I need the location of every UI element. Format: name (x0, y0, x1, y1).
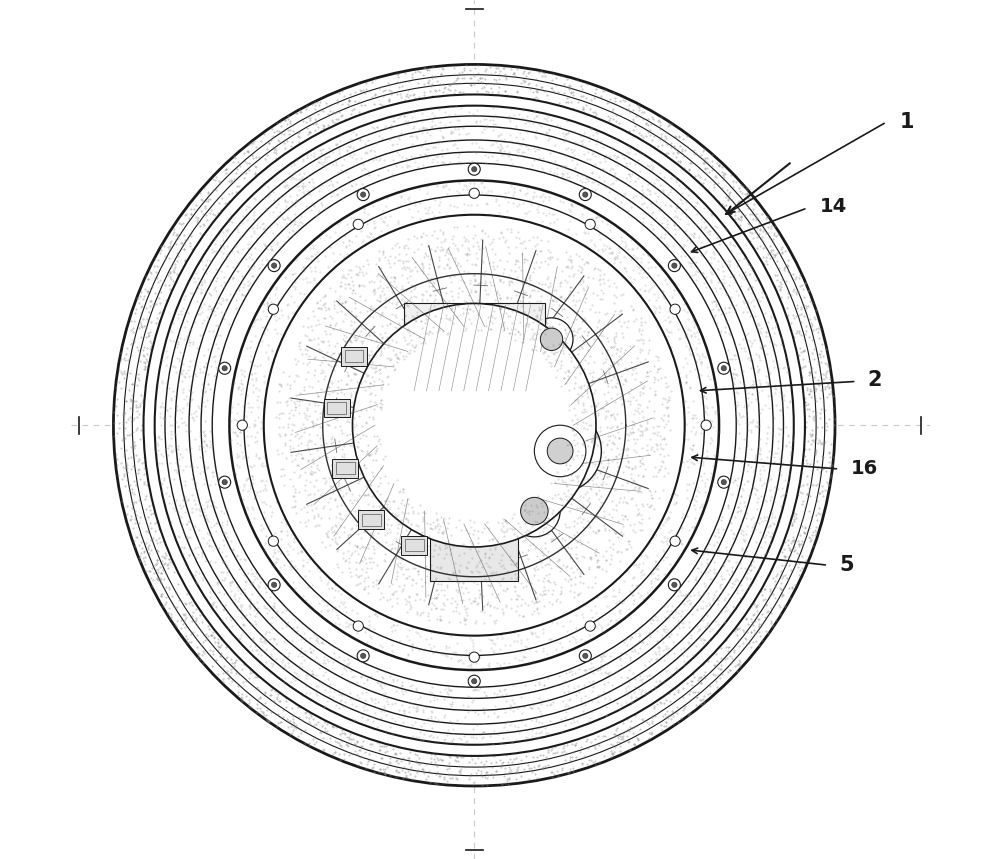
Circle shape (521, 497, 548, 525)
Circle shape (718, 476, 730, 488)
Circle shape (357, 649, 369, 661)
Circle shape (229, 180, 719, 670)
Circle shape (472, 167, 477, 172)
Circle shape (189, 140, 759, 710)
Circle shape (579, 189, 591, 201)
Circle shape (540, 328, 563, 350)
FancyBboxPatch shape (401, 536, 427, 555)
Circle shape (268, 579, 280, 591)
Circle shape (509, 485, 560, 537)
Text: 2: 2 (868, 369, 882, 390)
Circle shape (718, 362, 730, 375)
Circle shape (201, 152, 747, 698)
Text: 1: 1 (899, 112, 914, 132)
Circle shape (144, 94, 805, 756)
FancyBboxPatch shape (430, 536, 518, 581)
Circle shape (472, 679, 477, 684)
Circle shape (585, 219, 595, 229)
Text: 14: 14 (820, 197, 847, 216)
Circle shape (175, 126, 773, 724)
Circle shape (721, 366, 726, 371)
Circle shape (579, 649, 591, 661)
Circle shape (670, 536, 680, 546)
Circle shape (445, 396, 504, 454)
Circle shape (668, 259, 680, 271)
Circle shape (237, 420, 247, 430)
Circle shape (468, 163, 480, 175)
Circle shape (469, 652, 479, 662)
Circle shape (222, 366, 227, 371)
Circle shape (357, 189, 369, 201)
Circle shape (384, 335, 564, 515)
Circle shape (268, 259, 280, 271)
Circle shape (468, 675, 480, 687)
Circle shape (264, 215, 685, 636)
Circle shape (530, 318, 573, 361)
Circle shape (268, 304, 278, 314)
Circle shape (155, 106, 794, 745)
Circle shape (271, 582, 277, 588)
Circle shape (547, 438, 573, 464)
Circle shape (583, 192, 588, 198)
Circle shape (534, 425, 586, 477)
Circle shape (212, 163, 736, 687)
Circle shape (268, 536, 278, 546)
Circle shape (583, 653, 588, 659)
Circle shape (271, 263, 277, 268)
Circle shape (519, 410, 601, 492)
Circle shape (721, 479, 726, 484)
FancyBboxPatch shape (332, 459, 358, 478)
Circle shape (672, 582, 677, 588)
FancyBboxPatch shape (324, 399, 350, 417)
Text: 16: 16 (850, 459, 878, 478)
Circle shape (672, 263, 677, 268)
Circle shape (353, 219, 363, 229)
Circle shape (585, 621, 595, 631)
Text: 5: 5 (839, 555, 854, 576)
Circle shape (421, 372, 527, 478)
Circle shape (701, 420, 711, 430)
Circle shape (113, 64, 835, 786)
Circle shape (670, 304, 680, 314)
Circle shape (219, 476, 231, 488)
FancyBboxPatch shape (358, 510, 384, 529)
Circle shape (469, 188, 479, 198)
FancyBboxPatch shape (404, 303, 545, 393)
Circle shape (668, 579, 680, 591)
Circle shape (360, 653, 366, 659)
Circle shape (165, 116, 783, 734)
Circle shape (353, 621, 363, 631)
Circle shape (222, 479, 227, 484)
Circle shape (360, 192, 366, 198)
FancyBboxPatch shape (341, 347, 367, 366)
Circle shape (219, 362, 231, 375)
Circle shape (352, 303, 596, 547)
